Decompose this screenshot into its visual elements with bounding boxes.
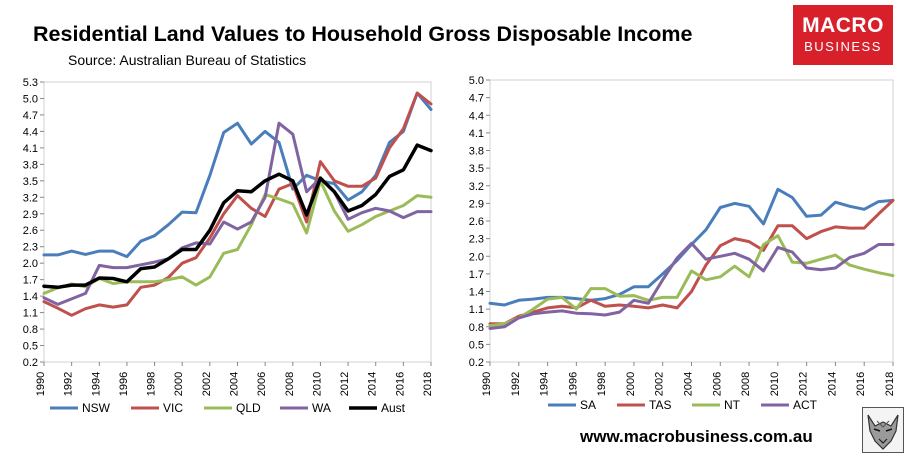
- chart-0-ytick-label: 5.3: [23, 77, 38, 89]
- chart-1-series-tas-line: [488, 198, 895, 326]
- chart-1-ytick-label: 4.4: [469, 110, 484, 122]
- chart-0-xtick-label: 2016: [394, 372, 406, 396]
- chart-0-ytick-label: 0.5: [23, 341, 38, 353]
- chart-0-xtick-label: 2004: [229, 372, 241, 396]
- chart-1-xtick-label: 1996: [567, 372, 579, 396]
- chart-0-legend-label-aust: Aust: [381, 401, 406, 415]
- chart-1-legend-label-nt: NT: [724, 398, 741, 412]
- chart-0-ytick-label: 3.2: [23, 192, 38, 204]
- chart-1-legend-label-act: ACT: [793, 398, 818, 412]
- chart-1-ytick-label: 4.7: [469, 93, 484, 105]
- chart-0-ytick-label: 4.1: [23, 143, 38, 155]
- chart-1-xtick-label: 2008: [740, 372, 752, 396]
- chart-1-xtick-label: 2010: [769, 372, 781, 396]
- chart-0-ytick-label: 0.2: [23, 357, 38, 369]
- chart-0-legend-label-vic: VIC: [163, 401, 183, 415]
- chart-0-series-aust-line: [42, 143, 433, 290]
- chart-1-ytick-label: 2.0: [469, 251, 484, 263]
- logo-line-1: MACRO: [802, 14, 884, 37]
- chart-1-ytick-label: 3.5: [469, 163, 484, 175]
- chart-1-xtick-label: 2000: [625, 372, 637, 396]
- chart-0-xtick-label: 2010: [311, 372, 323, 396]
- chart-0-xtick-label: 1992: [63, 372, 75, 396]
- chart-1-series-nt-line: [488, 234, 895, 328]
- chart-title: Residential Land Values to Household Gro…: [33, 22, 693, 46]
- chart-0-legend-label-nsw: NSW: [82, 401, 111, 415]
- chart-0-xtick-label: 1998: [146, 372, 158, 396]
- chart-0-ytick-label: 1.1: [23, 308, 38, 320]
- chart-1-ytick-label: 2.3: [469, 234, 484, 246]
- chart-1-ytick-label: 5.0: [469, 75, 484, 87]
- chart-1-legend-label-tas: TAS: [649, 398, 671, 412]
- chart-1-ytick-label: 1.1: [469, 304, 484, 316]
- chart-1-xtick-label: 1990: [481, 372, 493, 396]
- chart-1-xtick-label: 2006: [711, 372, 723, 396]
- chart-1-ytick-label: 0.2: [469, 357, 484, 369]
- chart-0-series-nsw-line: [42, 91, 433, 259]
- chart-0-ytick-label: 4.4: [23, 126, 38, 138]
- chart-1-plot-area: [489, 79, 894, 363]
- chart-1-ytick-label: 2.9: [469, 198, 484, 210]
- chart-1-xtick-label: 2004: [683, 372, 695, 396]
- chart-1-ytick-label: 0.8: [469, 322, 484, 334]
- chart-0-ytick-label: 1.7: [23, 275, 38, 287]
- chart-1-legend-label-sa: SA: [580, 398, 596, 412]
- chart-1-xtick-label: 2012: [798, 372, 810, 396]
- chart-0-xtick-label: 2012: [339, 372, 351, 396]
- chart-1-ytick-label: 1.4: [469, 287, 484, 299]
- chart-0-ytick-label: 4.7: [23, 110, 38, 122]
- chart-0-ytick-label: 2.0: [23, 258, 38, 270]
- chart-0-xtick-label: 1996: [118, 372, 130, 396]
- chart-0-xtick-label: 2000: [173, 372, 185, 396]
- chart-1-xtick-label: 1998: [596, 372, 608, 396]
- chart-0-xtick-label: 2008: [284, 372, 296, 396]
- chart-0-ytick-label: 5.0: [23, 93, 38, 105]
- chart-1-xtick-label: 2016: [855, 372, 867, 396]
- chart-0-ytick-label: 2.9: [23, 209, 38, 221]
- chart-0-ytick-label: 3.8: [23, 159, 38, 171]
- chart-0-xtick-label: 2002: [201, 372, 213, 396]
- chart-0-ytick-label: 3.5: [23, 176, 38, 188]
- chart-1-ytick-label: 4.1: [469, 128, 484, 140]
- chart-0-xtick-label: 1994: [90, 372, 102, 396]
- chart-0-ytick-label: 0.8: [23, 324, 38, 336]
- chart-1-xtick-label: 1992: [510, 372, 522, 396]
- chart-0-ytick-label: 2.3: [23, 242, 38, 254]
- website-url: www.macrobusiness.com.au: [580, 427, 813, 446]
- chart-1-xtick-label: 1994: [539, 372, 551, 396]
- chart-0-xtick-label: 2006: [256, 372, 268, 396]
- chart-1-ytick-label: 3.2: [469, 181, 484, 193]
- chart-0-legend-label-wa: WA: [312, 401, 331, 415]
- chart-1-ytick-label: 2.6: [469, 216, 484, 228]
- chart-0-legend-label-qld: QLD: [236, 401, 261, 415]
- chart-1-ytick-label: 1.7: [469, 269, 484, 281]
- chart-1-xtick-label: 2002: [654, 372, 666, 396]
- chart-1-ytick-label: 0.5: [469, 339, 484, 351]
- chart-1-xtick-label: 2018: [884, 372, 896, 396]
- wolf-logo-icon: [862, 407, 904, 453]
- chart-0-series-qld-line: [42, 179, 433, 295]
- chart-source: Source: Australian Bureau of Statistics: [68, 52, 307, 68]
- chart-0-series-wa-line: [42, 121, 433, 306]
- chart-0-ytick-label: 1.4: [23, 291, 38, 303]
- logo-line-2: BUSINESS: [804, 39, 882, 54]
- chart-1-xtick-label: 2014: [826, 372, 838, 396]
- macrobusiness-logo: MACRO BUSINESS: [793, 5, 893, 65]
- chart-0-ytick-label: 2.6: [23, 225, 38, 237]
- chart-1-series-act-line: [488, 241, 895, 330]
- chart-0-xtick-label: 2014: [367, 372, 379, 396]
- chart-1-ytick-label: 3.8: [469, 146, 484, 158]
- chart-0-series-vic-line: [42, 91, 433, 317]
- chart-0-xtick-label: 2018: [422, 372, 434, 396]
- chart-0-xtick-label: 1990: [35, 372, 47, 396]
